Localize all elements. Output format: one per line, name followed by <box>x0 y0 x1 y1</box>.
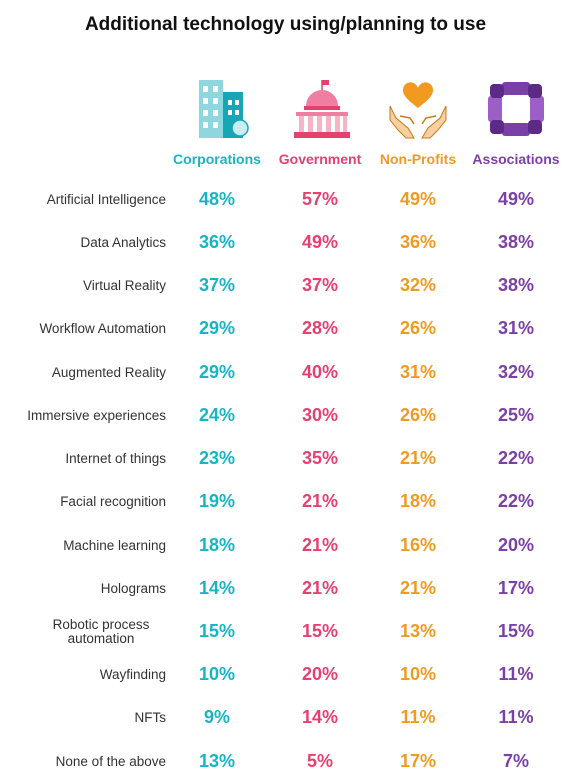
value-nonprofits: 36% <box>399 232 437 252</box>
row-label: None of the above <box>55 754 166 769</box>
value-corporations: 14% <box>198 578 236 598</box>
value-government: 57% <box>301 189 339 209</box>
value-government: 21% <box>301 578 339 598</box>
value-nonprofits: 13% <box>399 621 437 641</box>
row-label: Holograms <box>100 581 166 596</box>
row-label: Immersive experiences <box>27 408 166 423</box>
value-corporations: 36% <box>198 232 236 252</box>
value-nonprofits: 49% <box>399 189 437 209</box>
row-label: Facial recognition <box>60 494 166 509</box>
value-nonprofits: 26% <box>399 318 437 338</box>
value-corporations: 15% <box>198 621 236 641</box>
value-associations: 38% <box>497 232 535 252</box>
row-label: Data Analytics <box>80 235 166 250</box>
value-government: 5% <box>306 751 333 771</box>
value-nonprofits: 32% <box>399 275 437 295</box>
value-associations: 15% <box>497 621 535 641</box>
value-government: 40% <box>301 362 339 382</box>
value-government: 15% <box>301 621 339 641</box>
value-corporations: 18% <box>198 535 236 555</box>
value-associations: 25% <box>497 405 535 425</box>
column-header-associations: Associations <box>472 151 560 167</box>
value-associations: 11% <box>498 664 534 684</box>
value-nonprofits: 21% <box>399 448 437 468</box>
value-associations: 7% <box>502 751 529 771</box>
value-government: 21% <box>301 535 339 555</box>
value-corporations: 9% <box>203 707 230 727</box>
row-label: NFTs <box>134 710 167 725</box>
value-government: 14% <box>301 707 339 727</box>
value-nonprofits: 17% <box>399 751 437 771</box>
value-associations: 11% <box>498 707 534 727</box>
value-associations: 32% <box>497 362 535 382</box>
value-nonprofits: 11% <box>400 707 436 727</box>
value-corporations: 48% <box>198 189 236 209</box>
column-header-government: Government <box>278 151 362 167</box>
value-associations: 22% <box>497 491 535 511</box>
value-corporations: 19% <box>198 491 236 511</box>
row-label: Machine learning <box>63 538 166 553</box>
value-nonprofits: 21% <box>399 578 437 598</box>
column-header-corporations: Corporations <box>173 151 261 167</box>
row-label: Wayfinding <box>99 667 166 682</box>
value-associations: 17% <box>497 578 535 598</box>
value-corporations: 29% <box>198 318 236 338</box>
value-associations: 38% <box>497 275 535 295</box>
value-corporations: 10% <box>198 664 236 684</box>
value-government: 37% <box>301 275 339 295</box>
value-nonprofits: 18% <box>399 491 437 511</box>
value-corporations: 13% <box>198 751 236 771</box>
linked-hands-icon <box>488 82 544 136</box>
chart-title: Additional technology using/planning to … <box>84 14 487 35</box>
value-government: 35% <box>301 448 339 468</box>
value-government: 20% <box>301 664 339 684</box>
value-government: 30% <box>301 405 339 425</box>
value-government: 21% <box>301 491 339 511</box>
value-nonprofits: 26% <box>399 405 437 425</box>
capitol-building-icon <box>294 80 350 138</box>
value-government: 28% <box>301 318 339 338</box>
row-label: Artificial Intelligence <box>46 192 166 207</box>
row-label: Internet of things <box>65 451 166 466</box>
value-nonprofits: 16% <box>399 535 437 555</box>
row-label: Augmented Reality <box>51 365 166 380</box>
value-associations: 31% <box>497 318 535 338</box>
row-label: Robotic process automation <box>52 617 150 646</box>
office-building-icon <box>199 80 249 138</box>
value-nonprofits: 10% <box>399 664 437 684</box>
row-label: Virtual Reality <box>82 278 166 293</box>
value-corporations: 29% <box>198 362 236 382</box>
row-label: Workflow Automation <box>39 321 166 336</box>
value-government: 49% <box>301 232 339 252</box>
value-associations: 22% <box>497 448 535 468</box>
value-corporations: 24% <box>198 405 236 425</box>
value-associations: 49% <box>497 189 535 209</box>
column-header-nonprofits: Non-Profits <box>379 151 457 167</box>
hands-holding-heart-icon <box>389 82 447 139</box>
value-corporations: 23% <box>198 448 236 468</box>
value-associations: 20% <box>497 535 535 555</box>
value-corporations: 37% <box>198 275 236 295</box>
value-nonprofits: 31% <box>399 362 437 382</box>
